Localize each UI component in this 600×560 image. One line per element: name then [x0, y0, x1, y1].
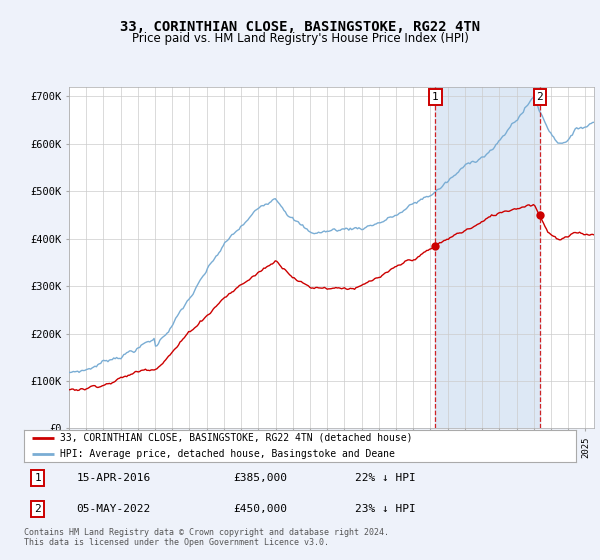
Text: 05-MAY-2022: 05-MAY-2022 — [76, 504, 151, 514]
Bar — [436, 87, 540, 428]
Text: Price paid vs. HM Land Registry's House Price Index (HPI): Price paid vs. HM Land Registry's House … — [131, 32, 469, 45]
Text: 15-APR-2016: 15-APR-2016 — [76, 473, 151, 483]
Text: 1: 1 — [432, 92, 439, 102]
Text: Contains HM Land Registry data © Crown copyright and database right 2024.
This d: Contains HM Land Registry data © Crown c… — [24, 528, 389, 547]
Text: 33, CORINTHIAN CLOSE, BASINGSTOKE, RG22 4TN (detached house): 33, CORINTHIAN CLOSE, BASINGSTOKE, RG22 … — [60, 433, 412, 442]
Text: 22% ↓ HPI: 22% ↓ HPI — [355, 473, 416, 483]
Text: 2: 2 — [536, 92, 543, 102]
Text: £450,000: £450,000 — [234, 504, 288, 514]
Text: 23% ↓ HPI: 23% ↓ HPI — [355, 504, 416, 514]
Text: 1: 1 — [34, 473, 41, 483]
Text: HPI: Average price, detached house, Basingstoke and Deane: HPI: Average price, detached house, Basi… — [60, 449, 395, 459]
Text: 2: 2 — [34, 504, 41, 514]
Text: £385,000: £385,000 — [234, 473, 288, 483]
Text: 33, CORINTHIAN CLOSE, BASINGSTOKE, RG22 4TN: 33, CORINTHIAN CLOSE, BASINGSTOKE, RG22 … — [120, 20, 480, 34]
